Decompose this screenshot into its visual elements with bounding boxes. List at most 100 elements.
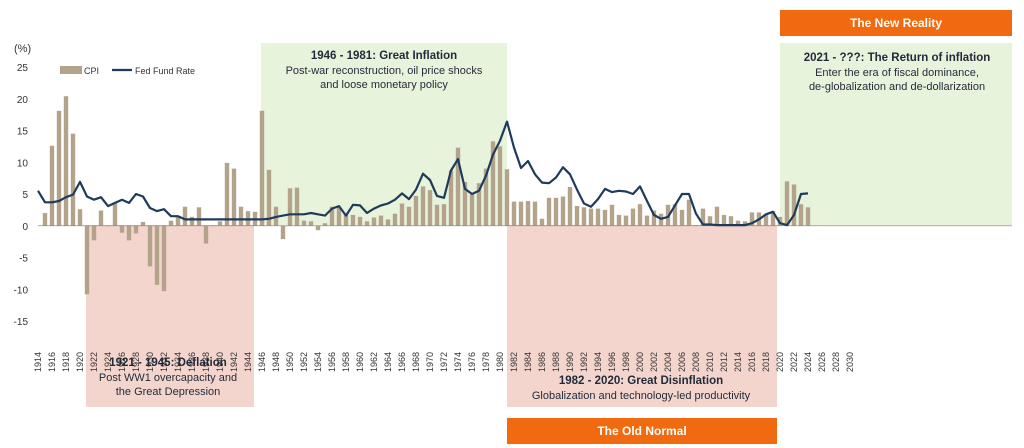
x-tick-label: 2026 bbox=[817, 352, 827, 372]
cpi-bar bbox=[686, 199, 692, 226]
cpi-bar bbox=[154, 225, 160, 285]
y-tick-label: 0 bbox=[22, 222, 28, 233]
cpi-bar bbox=[637, 204, 643, 226]
cpi-bar bbox=[469, 194, 475, 226]
cpi-bar bbox=[525, 200, 531, 226]
cpi-bar bbox=[490, 141, 496, 226]
x-tick-label: 2024 bbox=[803, 352, 813, 372]
y-tick-label: 10 bbox=[17, 158, 29, 169]
cpi-bar bbox=[644, 215, 650, 226]
x-tick-label: 1958 bbox=[341, 352, 351, 372]
great-disinflation-desc: Globalization and technology-led product… bbox=[532, 390, 751, 402]
great-inflation-title: 1946 - 1981: Great Inflation bbox=[311, 50, 457, 62]
x-tick-label: 1930 bbox=[145, 352, 155, 372]
x-tick-label: 2028 bbox=[831, 352, 841, 372]
cpi-bar bbox=[651, 210, 657, 226]
x-tick-label: 1964 bbox=[383, 352, 393, 372]
cpi-bar bbox=[420, 186, 426, 226]
cpi-bar bbox=[763, 213, 769, 226]
new-reality-banner: The New Reality bbox=[780, 10, 1012, 36]
cpi-bar bbox=[707, 216, 713, 226]
cpi-bar bbox=[385, 219, 391, 226]
cpi-bar bbox=[553, 197, 559, 226]
cpi-bar bbox=[301, 220, 307, 226]
cpi-bar bbox=[672, 204, 678, 226]
y-tick-label: 20 bbox=[17, 95, 29, 106]
cpi-bar bbox=[448, 170, 454, 226]
x-tick-label: 2004 bbox=[663, 352, 673, 372]
y-tick-label: -15 bbox=[14, 317, 29, 328]
cpi-bar bbox=[805, 207, 811, 226]
cpi-bar bbox=[280, 225, 286, 240]
cpi-bar bbox=[266, 169, 272, 226]
x-tick-label: 1994 bbox=[593, 352, 603, 372]
cpi-bar bbox=[322, 223, 328, 226]
cpi-bar bbox=[434, 204, 440, 226]
x-tick-label: 1992 bbox=[579, 352, 589, 372]
cpi-bar bbox=[119, 225, 125, 233]
x-tick-label: 1962 bbox=[369, 352, 379, 372]
cpi-bar bbox=[217, 221, 223, 226]
cpi-bar bbox=[399, 203, 405, 226]
cpi-bar bbox=[203, 225, 209, 244]
cpi-bar bbox=[364, 221, 370, 226]
x-tick-label: 1936 bbox=[187, 352, 197, 372]
cpi-bar bbox=[63, 96, 69, 226]
cpi-bar bbox=[182, 206, 188, 226]
cpi-bar bbox=[413, 195, 419, 226]
x-tick-label: 1946 bbox=[257, 352, 267, 372]
x-tick-label: 1996 bbox=[607, 352, 617, 372]
legend-ffr-label: Fed Fund Rate bbox=[135, 66, 195, 76]
cpi-bar bbox=[497, 146, 503, 226]
x-tick-label: 1986 bbox=[537, 352, 547, 372]
cpi-bar bbox=[602, 209, 608, 226]
return-of-inflation-desc: Enter the era of fiscal dominance, bbox=[815, 67, 979, 79]
cpi-bar bbox=[455, 147, 461, 226]
cpi-bar bbox=[714, 206, 720, 226]
cpi-bar bbox=[392, 213, 398, 226]
old-normal-banner: The Old Normal bbox=[507, 418, 777, 444]
cpi-bar bbox=[315, 225, 321, 231]
x-tick-label: 1916 bbox=[47, 352, 57, 372]
cpi-bar bbox=[630, 208, 636, 226]
x-tick-label: 1932 bbox=[159, 352, 169, 372]
great-inflation-desc: and loose monetary policy bbox=[320, 79, 448, 91]
cpi-bar bbox=[259, 110, 265, 226]
cpi-bar bbox=[175, 216, 181, 226]
x-tick-label: 1922 bbox=[89, 352, 99, 372]
deflation-desc: Post WW1 overcapacity and bbox=[99, 372, 237, 384]
legend-cpi-swatch bbox=[60, 66, 82, 74]
cpi-bar bbox=[462, 181, 468, 226]
x-tick-label: 2012 bbox=[719, 352, 729, 372]
fed-fund-rate-line bbox=[37, 120, 809, 227]
x-tick-label: 1956 bbox=[327, 352, 337, 372]
y-tick-label: 15 bbox=[17, 127, 29, 138]
y-unit-label: (%) bbox=[14, 43, 31, 55]
x-tick-label: 1984 bbox=[523, 352, 533, 372]
cpi-bar bbox=[749, 212, 755, 226]
cpi-bar bbox=[196, 207, 202, 226]
cpi-bar bbox=[546, 197, 552, 226]
cpi-bar bbox=[91, 225, 97, 241]
x-tick-label: 2008 bbox=[691, 352, 701, 372]
cpi-bar bbox=[56, 110, 62, 226]
x-tick-label: 2030 bbox=[845, 352, 855, 372]
great-inflation-desc: Post-war reconstruction, oil price shock… bbox=[286, 65, 483, 77]
cpi-bar bbox=[49, 145, 55, 226]
return-of-inflation-desc: de-globalization and de-dollarization bbox=[809, 81, 985, 93]
x-tick-label: 1970 bbox=[425, 352, 435, 372]
cpi-bar bbox=[728, 216, 734, 226]
cpi-bar bbox=[336, 207, 342, 226]
x-tick-label: 1934 bbox=[173, 352, 183, 372]
cpi-bar bbox=[518, 201, 524, 226]
cpi-bar bbox=[224, 162, 230, 226]
cpi-bar bbox=[287, 188, 293, 226]
cpi-bar bbox=[427, 190, 433, 226]
x-tick-label: 1942 bbox=[229, 352, 239, 372]
great-disinflation-title: 1982 - 2020: Great Disinflation bbox=[559, 375, 723, 387]
cpi-bar bbox=[476, 183, 482, 226]
deflation-region bbox=[86, 225, 254, 407]
x-tick-label: 1960 bbox=[355, 352, 365, 372]
x-tick-label: 1978 bbox=[481, 352, 491, 372]
